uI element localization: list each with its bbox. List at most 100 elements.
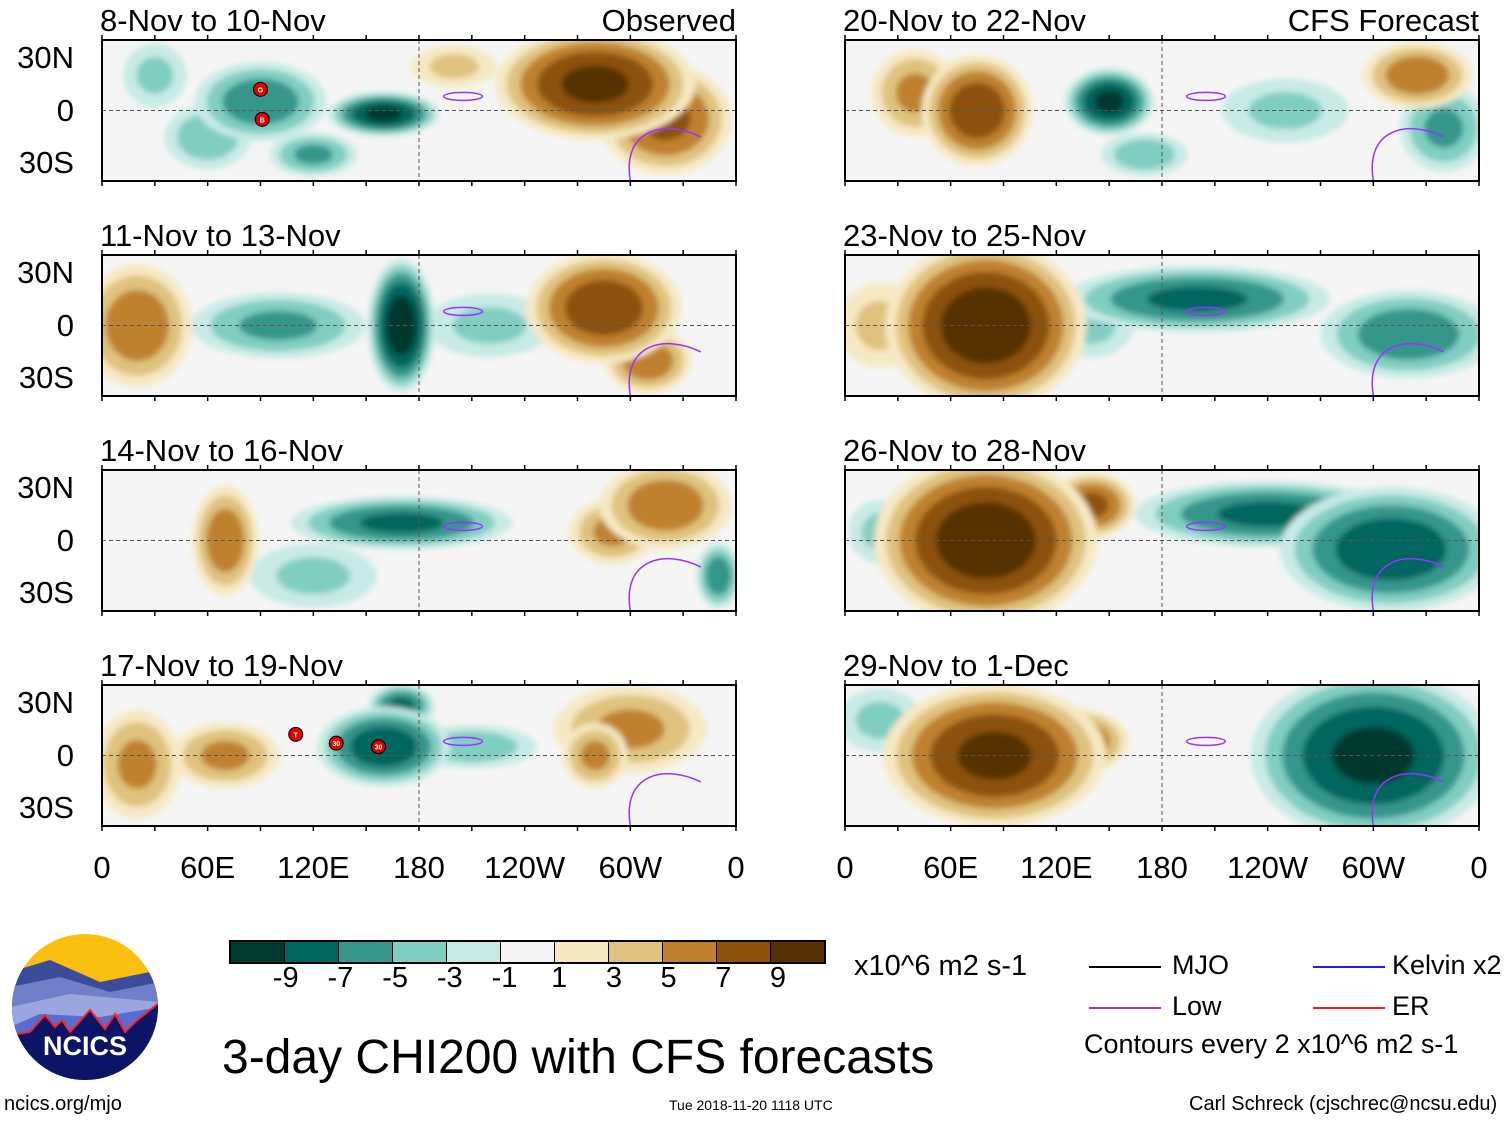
panel-tag: CFS Forecast — [1287, 3, 1479, 38]
colorbar-label: 3 — [605, 962, 622, 994]
low-contour — [1371, 558, 1445, 611]
low-contour — [628, 773, 702, 826]
lon-label: 60E — [923, 850, 979, 885]
anomaly-contour — [949, 82, 1005, 139]
lon-label: 0 — [727, 850, 745, 885]
lon-label: 0 — [93, 850, 111, 885]
legend-label-low: Low — [1172, 991, 1222, 1021]
lat-label: 30N — [17, 685, 74, 720]
panel-title: 14-Nov to 16-Nov — [100, 433, 343, 468]
colorbar — [229, 940, 826, 964]
anomaly-contour — [565, 280, 643, 336]
low-contour — [1371, 128, 1445, 181]
legend-line-mjo — [1089, 966, 1161, 968]
anomaly-contour — [627, 479, 704, 531]
anomaly-contour — [276, 557, 351, 595]
anomaly-contour — [429, 54, 479, 79]
anomaly-contour — [386, 295, 417, 356]
panel-title: 20-Nov to 22-Nov — [843, 3, 1086, 38]
anomaly-contour — [561, 65, 629, 103]
map-panel — [844, 680, 1480, 831]
tropical-cyclone-icon: G — [253, 81, 268, 97]
colorbar-label: -3 — [436, 962, 463, 994]
colorbar-label: -9 — [272, 962, 299, 994]
tropical-cyclone-icon: 30 — [370, 739, 386, 755]
logo-text: NCICS — [43, 1031, 127, 1061]
low-contour — [1371, 343, 1445, 396]
colorbar-swatch — [501, 942, 555, 962]
anomaly-contour — [1147, 286, 1248, 312]
tropical-cyclone-icon: B — [254, 111, 270, 127]
panel-title: 17-Nov to 19-Nov — [100, 648, 343, 683]
panel-title: 23-Nov to 25-Nov — [843, 218, 1086, 253]
anomaly-contour — [1357, 308, 1460, 360]
lon-label: 60W — [1341, 850, 1406, 885]
low-contour — [442, 521, 484, 532]
colorbar-label: -1 — [491, 962, 518, 994]
colorbar-swatch — [285, 942, 339, 962]
low-contour — [1185, 736, 1227, 747]
lat-label: 0 — [56, 523, 74, 558]
colorbar-swatch — [717, 942, 771, 962]
low-contour — [1185, 521, 1227, 532]
legend-line-low — [1089, 1007, 1161, 1009]
colorbar-label: 1 — [551, 962, 568, 994]
units-label: x10^6 m2 s-1 — [854, 950, 1028, 982]
footer-url[interactable]: ncics.org/mjo — [4, 1093, 122, 1115]
anomaly-contour — [1113, 139, 1175, 170]
lon-label: 0 — [836, 850, 854, 885]
legend-label-er: ER — [1392, 991, 1430, 1021]
lon-label: 60E — [180, 850, 236, 885]
anomaly-contour — [1248, 92, 1322, 129]
storm-label: G — [258, 87, 264, 94]
lat-label: 0 — [56, 93, 74, 128]
anomaly-contour — [359, 512, 444, 533]
legend-label-mjo: MJO — [1172, 950, 1229, 980]
lat-label: 30S — [18, 575, 74, 610]
lon-label: 180 — [393, 850, 445, 885]
colorbar-label: 5 — [660, 962, 677, 994]
colorbar-swatch — [393, 942, 447, 962]
anomaly-contour — [365, 106, 403, 122]
map-panel — [844, 465, 1480, 616]
footer-author: Carl Schreck (cjschrec@ncsu.edu) — [1189, 1093, 1498, 1115]
legend-label-kelvin: Kelvin x2 — [1392, 950, 1502, 980]
panel-title: 29-Nov to 1-Dec — [843, 648, 1069, 683]
low-contour — [442, 91, 484, 102]
legend-line-kelvin — [1313, 966, 1385, 968]
colorbar-swatch — [555, 942, 609, 962]
lat-label: 30S — [18, 360, 74, 395]
colorbar-swatch — [339, 942, 393, 962]
low-contour — [1185, 91, 1227, 102]
low-contour — [1185, 306, 1227, 317]
lon-label: 120E — [1020, 850, 1093, 885]
colorbar-swatch — [771, 942, 824, 962]
ncics-logo: NCICS — [12, 934, 158, 1080]
figure-title: 3-day CHI200 with CFS forecasts — [222, 1031, 935, 1084]
anomaly-contour — [1385, 56, 1450, 95]
map-panel — [844, 35, 1480, 186]
anomaly-contour — [1335, 518, 1447, 581]
low-contour — [628, 128, 702, 181]
map-panel: GB — [101, 35, 737, 186]
panel-title: 11-Nov to 13-Nov — [100, 218, 341, 253]
anomaly-contour — [206, 508, 245, 573]
lon-label: 120E — [277, 850, 350, 885]
colorbar-label: 7 — [715, 962, 732, 994]
map-panel — [101, 465, 737, 616]
anomaly-contour — [1094, 90, 1125, 113]
legend-line-er — [1313, 1007, 1385, 1009]
low-contour — [628, 558, 702, 611]
anomaly-contour — [117, 739, 157, 789]
low-contour — [442, 736, 484, 747]
lat-label: 30N — [17, 40, 74, 75]
tropical-cyclone-icon: 30 — [328, 735, 344, 751]
colorbar-swatch — [609, 942, 663, 962]
anomaly-contour — [705, 556, 732, 595]
lon-label: 60W — [598, 850, 663, 885]
lat-label: 0 — [56, 738, 74, 773]
colorbar-swatch — [231, 942, 285, 962]
footer-timestamp: Tue 2018-11-20 1118 UTC — [669, 1097, 833, 1113]
lat-label: 30S — [18, 145, 74, 180]
lat-label: 30N — [17, 255, 74, 290]
